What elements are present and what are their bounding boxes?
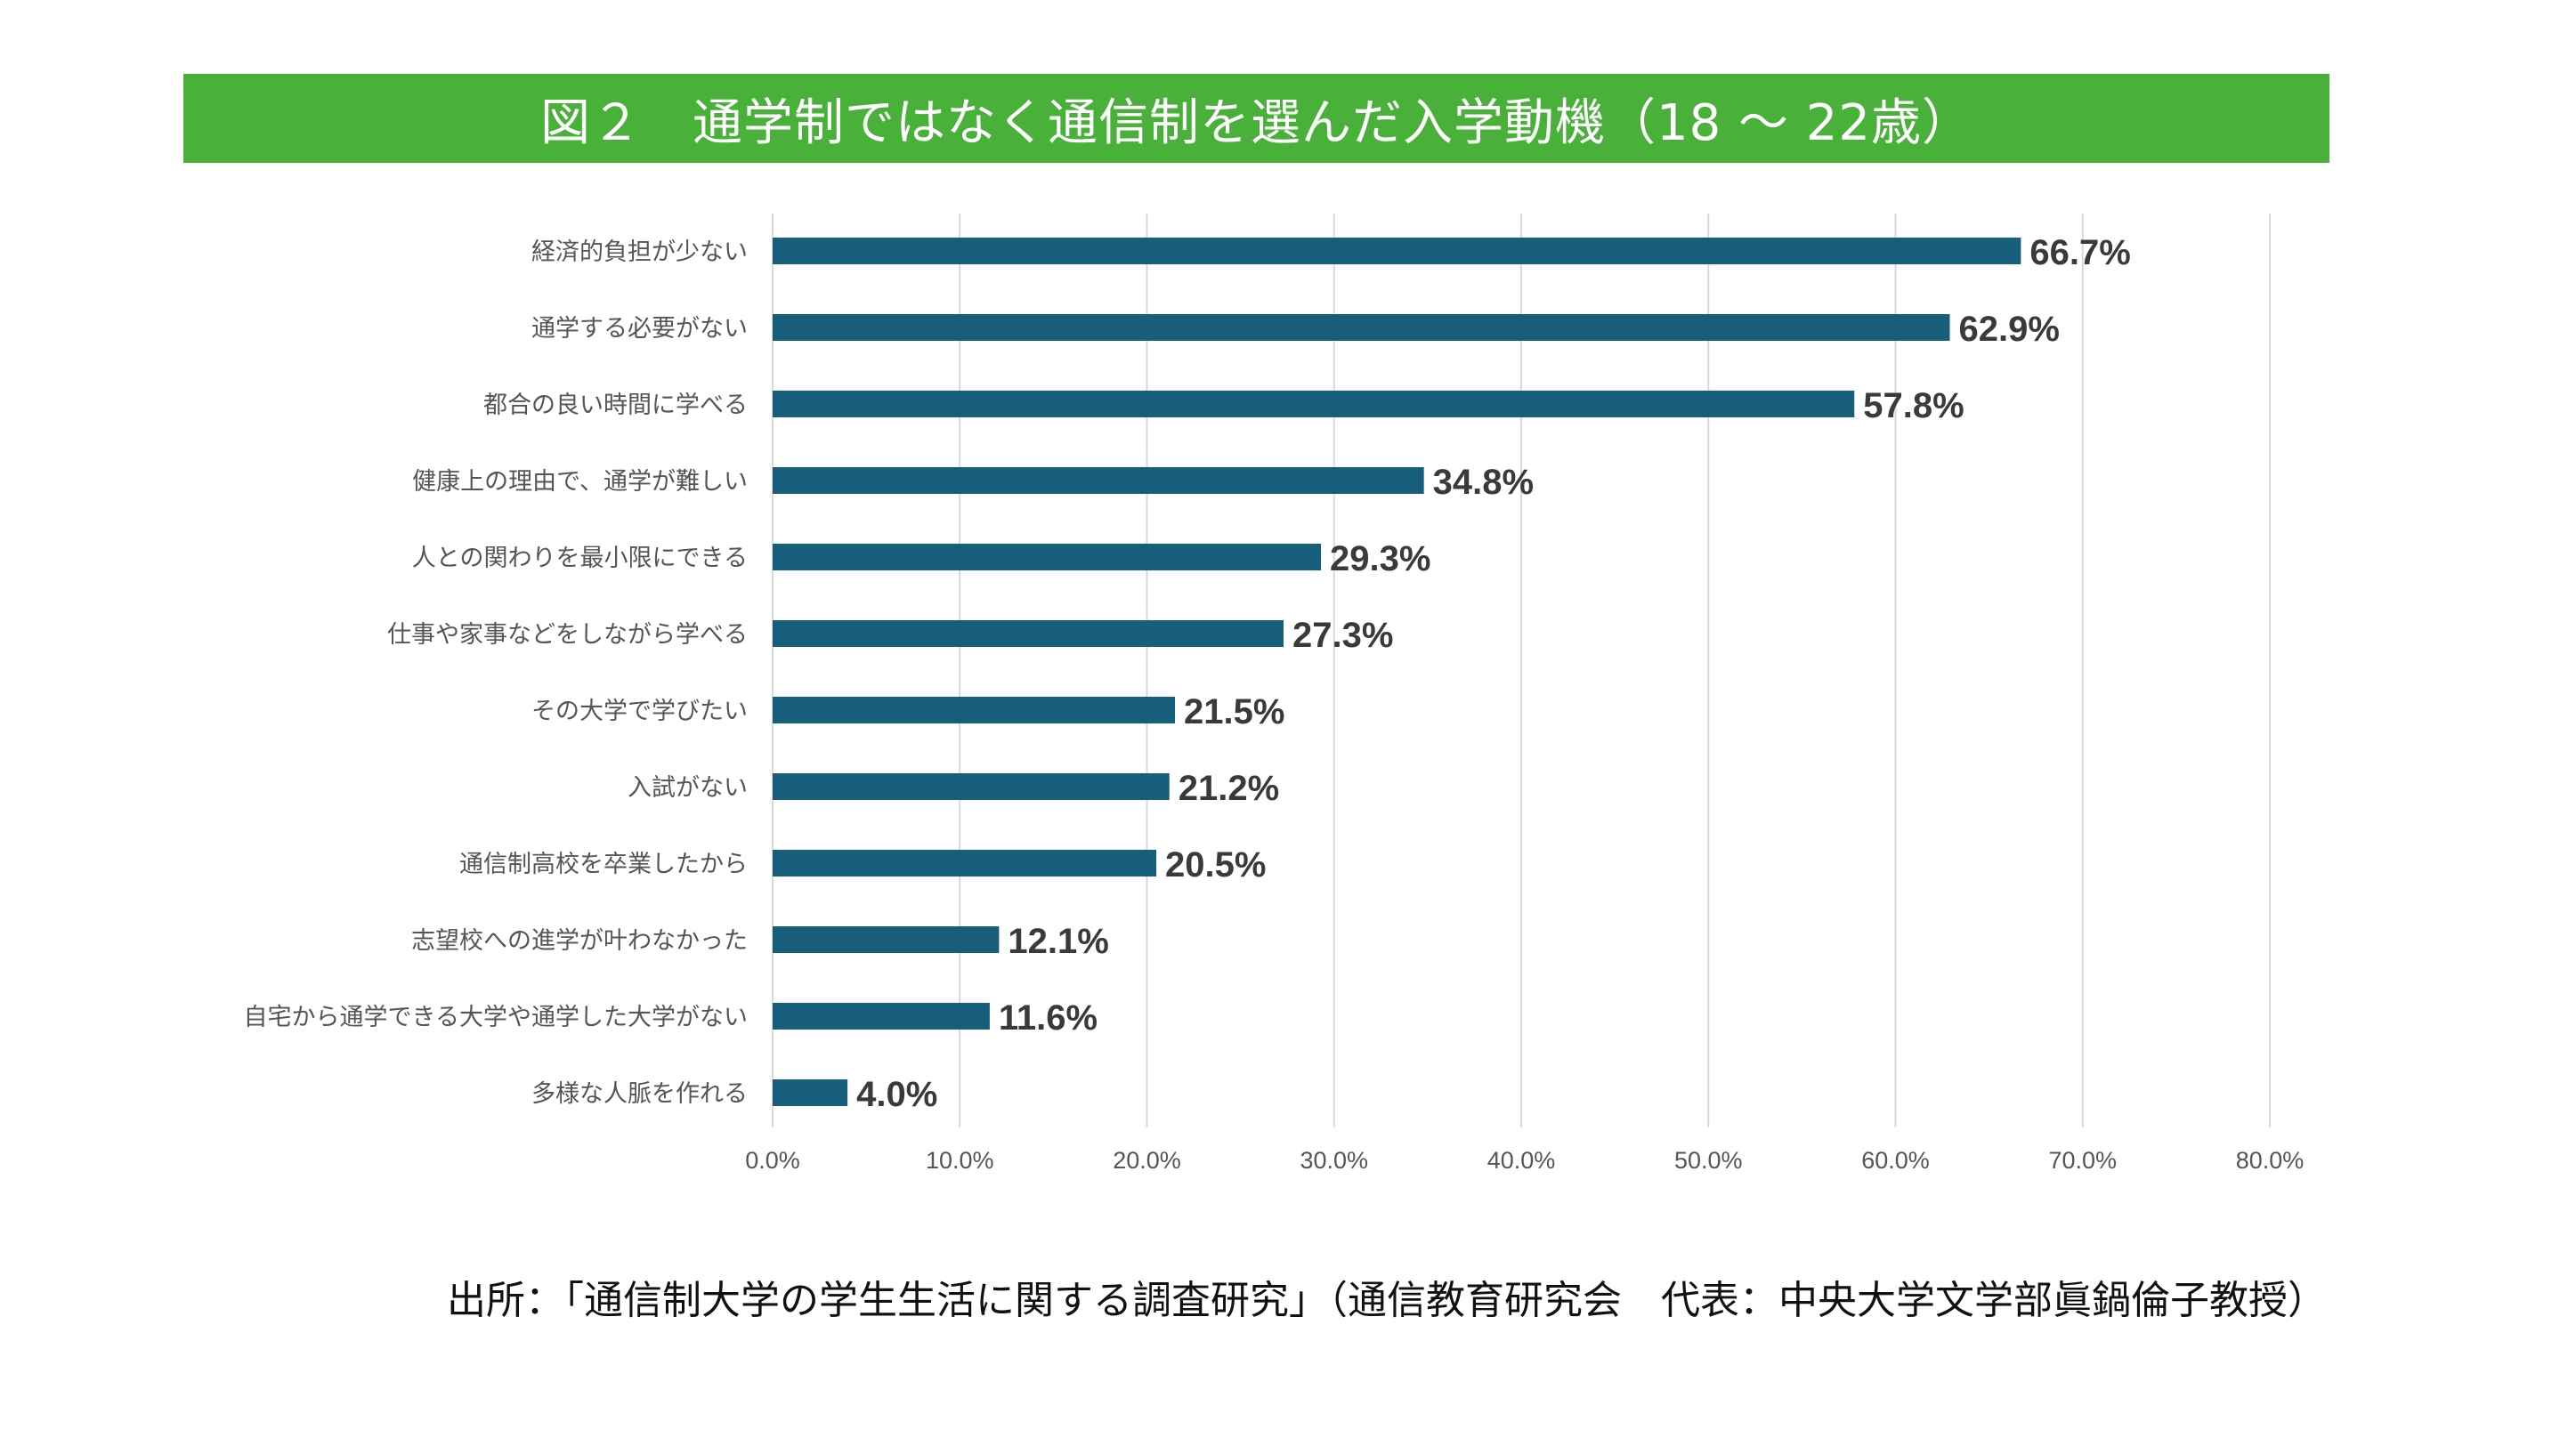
- x-tick-label: 30.0%: [1300, 1147, 1368, 1174]
- title-banner: 図２ 通学制ではなく通信制を選んだ入学動機（18 ～ 22歳）: [183, 74, 2329, 163]
- value-labels: 66.7% 62.9% 57.8% 34.8%29.3% 27.3%21.5% 21.2%…: [856, 233, 2131, 1114]
- value-label: 57.8%: [1863, 386, 1964, 425]
- bar: [773, 314, 1950, 341]
- value-label: 34.8%: [1433, 463, 1534, 502]
- category-label: 通学する必要がない: [531, 315, 748, 343]
- value-label: 11.6%: [999, 998, 1098, 1038]
- bar: [773, 467, 1424, 494]
- value-label: 27.3%: [1292, 616, 1393, 655]
- category-label: 都合の良い時間に学べる: [483, 392, 748, 419]
- bar: [773, 697, 1176, 723]
- x-axis-tick-labels: 0.0% 10.0% 20.0% 30.0% 40.0% 50.0% 60.0% 70.0% 8…: [745, 1147, 2304, 1174]
- x-tick-label: 70.0%: [2048, 1147, 2117, 1174]
- x-tick-label: 60.0%: [1861, 1147, 1930, 1174]
- bar: [773, 1079, 848, 1106]
- category-label: 仕事や家事などをしながら学べる: [387, 621, 748, 649]
- value-label: 21.2%: [1179, 769, 1279, 808]
- bar: [773, 544, 1322, 570]
- bar: [773, 238, 2021, 264]
- value-label: 29.3%: [1330, 539, 1430, 578]
- value-label: 62.9%: [1958, 310, 2059, 349]
- bar: [773, 850, 1157, 876]
- bar: [773, 773, 1170, 800]
- category-labels: 経済的負担が少ない通学する必要がない都合の良い時間に学べる健康上の理由で、通学が…: [244, 238, 748, 1108]
- bar: [773, 620, 1284, 647]
- x-tick-label: 50.0%: [1674, 1147, 1743, 1174]
- bar: [773, 1003, 990, 1030]
- category-label: 経済的負担が少ない: [531, 238, 748, 266]
- category-label: その大学で学びたい: [531, 698, 748, 725]
- x-tick-label: 0.0%: [745, 1147, 800, 1174]
- value-label: 4.0%: [856, 1075, 937, 1114]
- x-tick-label: 10.0%: [926, 1147, 994, 1174]
- bar: [773, 391, 1855, 417]
- category-label: 人との関わりを最小限にできる: [412, 545, 748, 572]
- value-label: 21.5%: [1184, 692, 1284, 731]
- x-tick-label: 40.0%: [1487, 1147, 1556, 1174]
- value-label: 20.5%: [1165, 845, 1266, 885]
- chart-title: 図２ 通学制ではなく通信制を選んだ入学動機（18 ～ 22歳）: [539, 93, 1973, 152]
- category-label: 自宅から通学できる大学や通学した大学がない: [244, 1004, 748, 1031]
- category-label: 志望校への進学が叶わなかった: [411, 927, 748, 955]
- bars: [773, 238, 2021, 1106]
- category-label: 多様な人脈を作れる: [531, 1080, 748, 1108]
- bar: [773, 926, 1000, 953]
- value-label: 66.7%: [2029, 233, 2130, 272]
- category-label: 健康上の理由で、通学が難しい: [412, 468, 748, 496]
- source-note: 出所：「通信制大学の学生生活に関する調査研究」（通信教育研究会 代表：中央大学文…: [447, 1278, 2327, 1323]
- gridlines: [772, 214, 2271, 1127]
- category-label: 通信制高校を卒業したから: [459, 851, 748, 878]
- category-label: 入試がない: [628, 774, 748, 802]
- x-tick-label: 80.0%: [2236, 1147, 2305, 1174]
- value-label: 12.1%: [1008, 922, 1108, 961]
- x-tick-label: 20.0%: [1113, 1147, 1181, 1174]
